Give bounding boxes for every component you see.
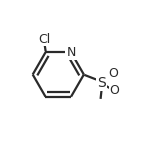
Text: N: N <box>66 46 76 59</box>
Text: S: S <box>98 76 106 90</box>
Text: O: O <box>108 67 118 80</box>
Text: Cl: Cl <box>38 33 50 45</box>
Text: O: O <box>109 84 119 97</box>
